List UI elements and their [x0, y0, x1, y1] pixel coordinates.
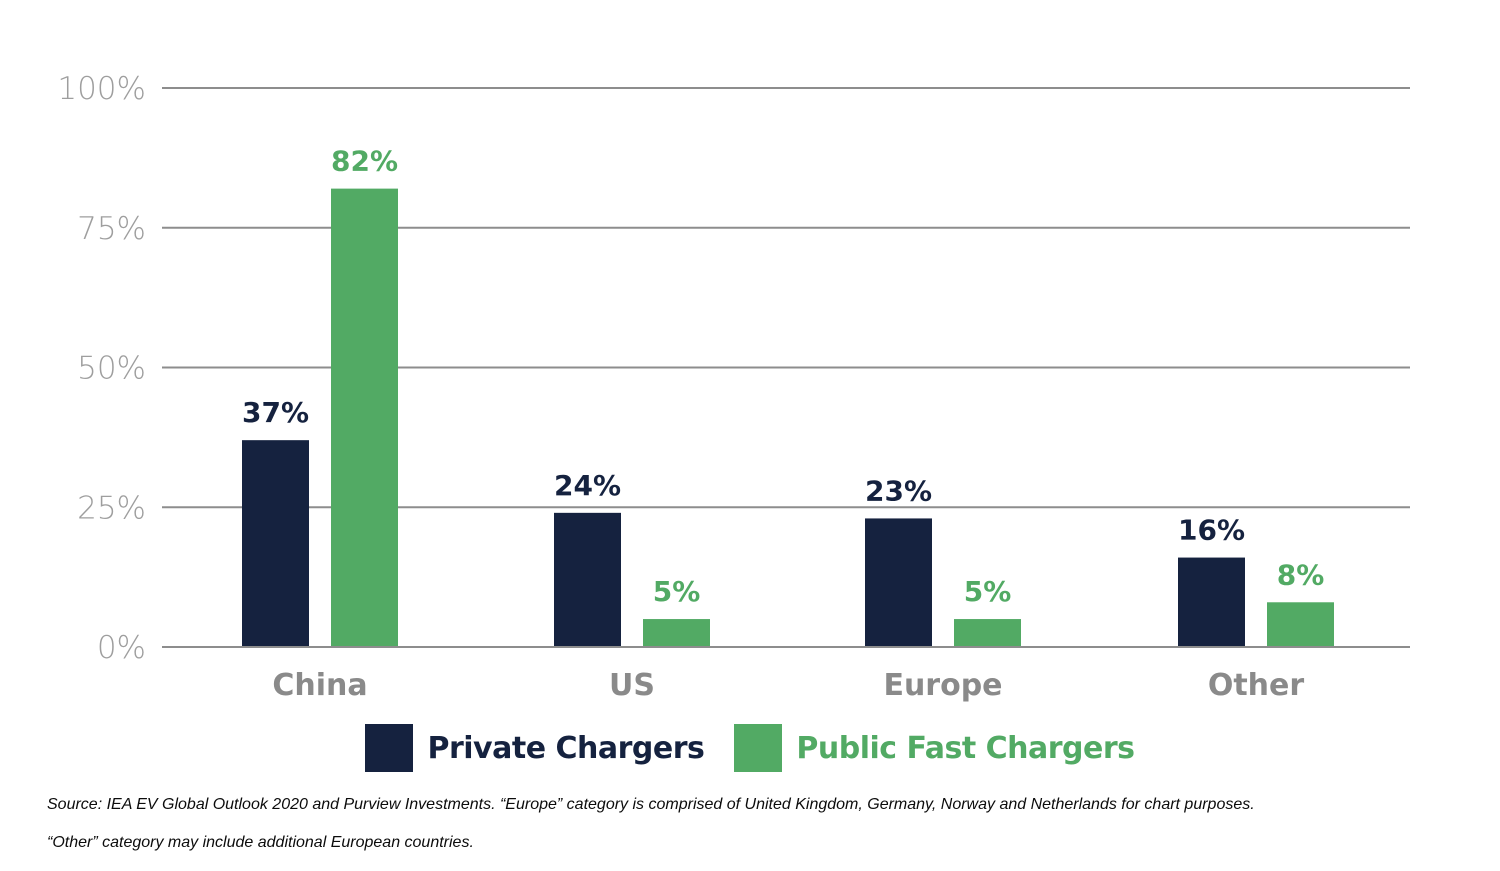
y-axis-ticks: 0% 25% 50% 75% 100%: [57, 71, 146, 666]
bar-europe-public: [954, 619, 1021, 647]
bars: [242, 188, 1334, 647]
data-label: 5%: [653, 575, 701, 608]
legend-swatch-public: [734, 724, 783, 772]
data-label: 24%: [554, 469, 621, 502]
bar-chart: 0% 25% 50% 75% 100% 37% 82% 24% 5% 23% 5% 16% 8% Ch…: [57, 71, 1410, 703]
legend-swatch-private: [365, 724, 414, 772]
bar-us-private: [554, 512, 621, 647]
y-tick-label: 75%: [77, 211, 146, 247]
data-label: 5%: [964, 575, 1012, 608]
data-label: 16%: [1178, 514, 1245, 547]
bar-other-private: [1178, 557, 1245, 647]
data-label: 8%: [1277, 558, 1325, 591]
data-label: 37%: [242, 396, 309, 429]
source-note: Source: IEA EV Global Outlook 2020 and P…: [47, 796, 1255, 813]
legend-item-public: Public Fast Chargers: [734, 724, 1135, 772]
legend-label-private: Private Chargers: [427, 730, 705, 766]
data-label: 23%: [865, 474, 932, 507]
data-label: 82%: [331, 145, 398, 178]
y-tick-label: 50%: [77, 351, 146, 387]
bar-europe-private: [865, 518, 932, 647]
bar-us-public: [643, 619, 710, 647]
data-labels: 37% 82% 24% 5% 23% 5% 16% 8%: [162, 145, 1410, 648]
category-label-other: Other: [1208, 668, 1305, 703]
category-label-us: US: [609, 668, 655, 703]
y-tick-label: 25%: [77, 490, 146, 526]
category-label-china: China: [272, 668, 367, 703]
source-note-continued: “Other” category may include additional …: [47, 834, 474, 851]
legend: Private Chargers Public Fast Chargers: [0, 724, 1500, 772]
bar-china-private: [242, 440, 309, 647]
legend-item-private: Private Chargers: [365, 724, 705, 772]
y-tick-label: 100%: [57, 71, 146, 107]
y-tick-label: 0%: [97, 630, 146, 666]
legend-label-public: Public Fast Chargers: [796, 730, 1135, 766]
category-label-europe: Europe: [883, 668, 1002, 703]
bar-china-public: [331, 188, 398, 647]
bar-other-public: [1267, 602, 1334, 647]
x-axis-categories: China US Europe Other: [272, 668, 1304, 703]
